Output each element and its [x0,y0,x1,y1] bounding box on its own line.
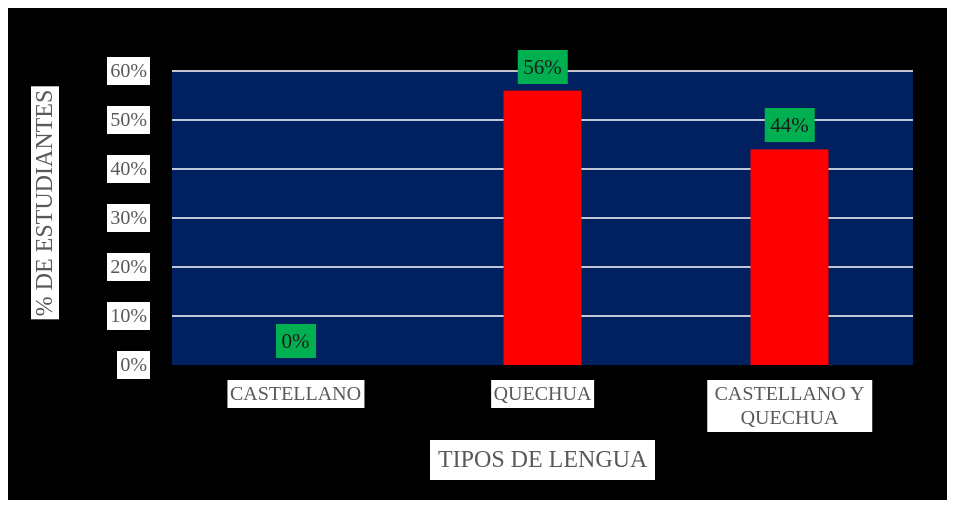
data-label: 44% [764,108,815,143]
x-tick-label: CASTELLANO [226,380,365,408]
y-tick-label: 30% [107,204,150,232]
bar [750,149,829,365]
x-axis-title: TIPOS DE LENGUA [430,440,656,480]
data-label: 56% [517,49,568,84]
y-axis-title: % DE ESTUDIANTES [31,86,59,320]
bar [503,90,582,365]
x-tick-label: QUECHUA [490,380,595,408]
y-tick-label: 40% [107,155,150,183]
y-tick-label: 0% [117,351,150,379]
y-tick-label: 20% [107,253,150,281]
y-tick-label: 10% [107,302,150,330]
data-label: 0% [275,324,316,358]
y-tick-label: 60% [107,57,150,85]
x-tick-label: CASTELLANO Y QUECHUA [706,380,873,432]
y-tick-label: 50% [107,106,150,134]
